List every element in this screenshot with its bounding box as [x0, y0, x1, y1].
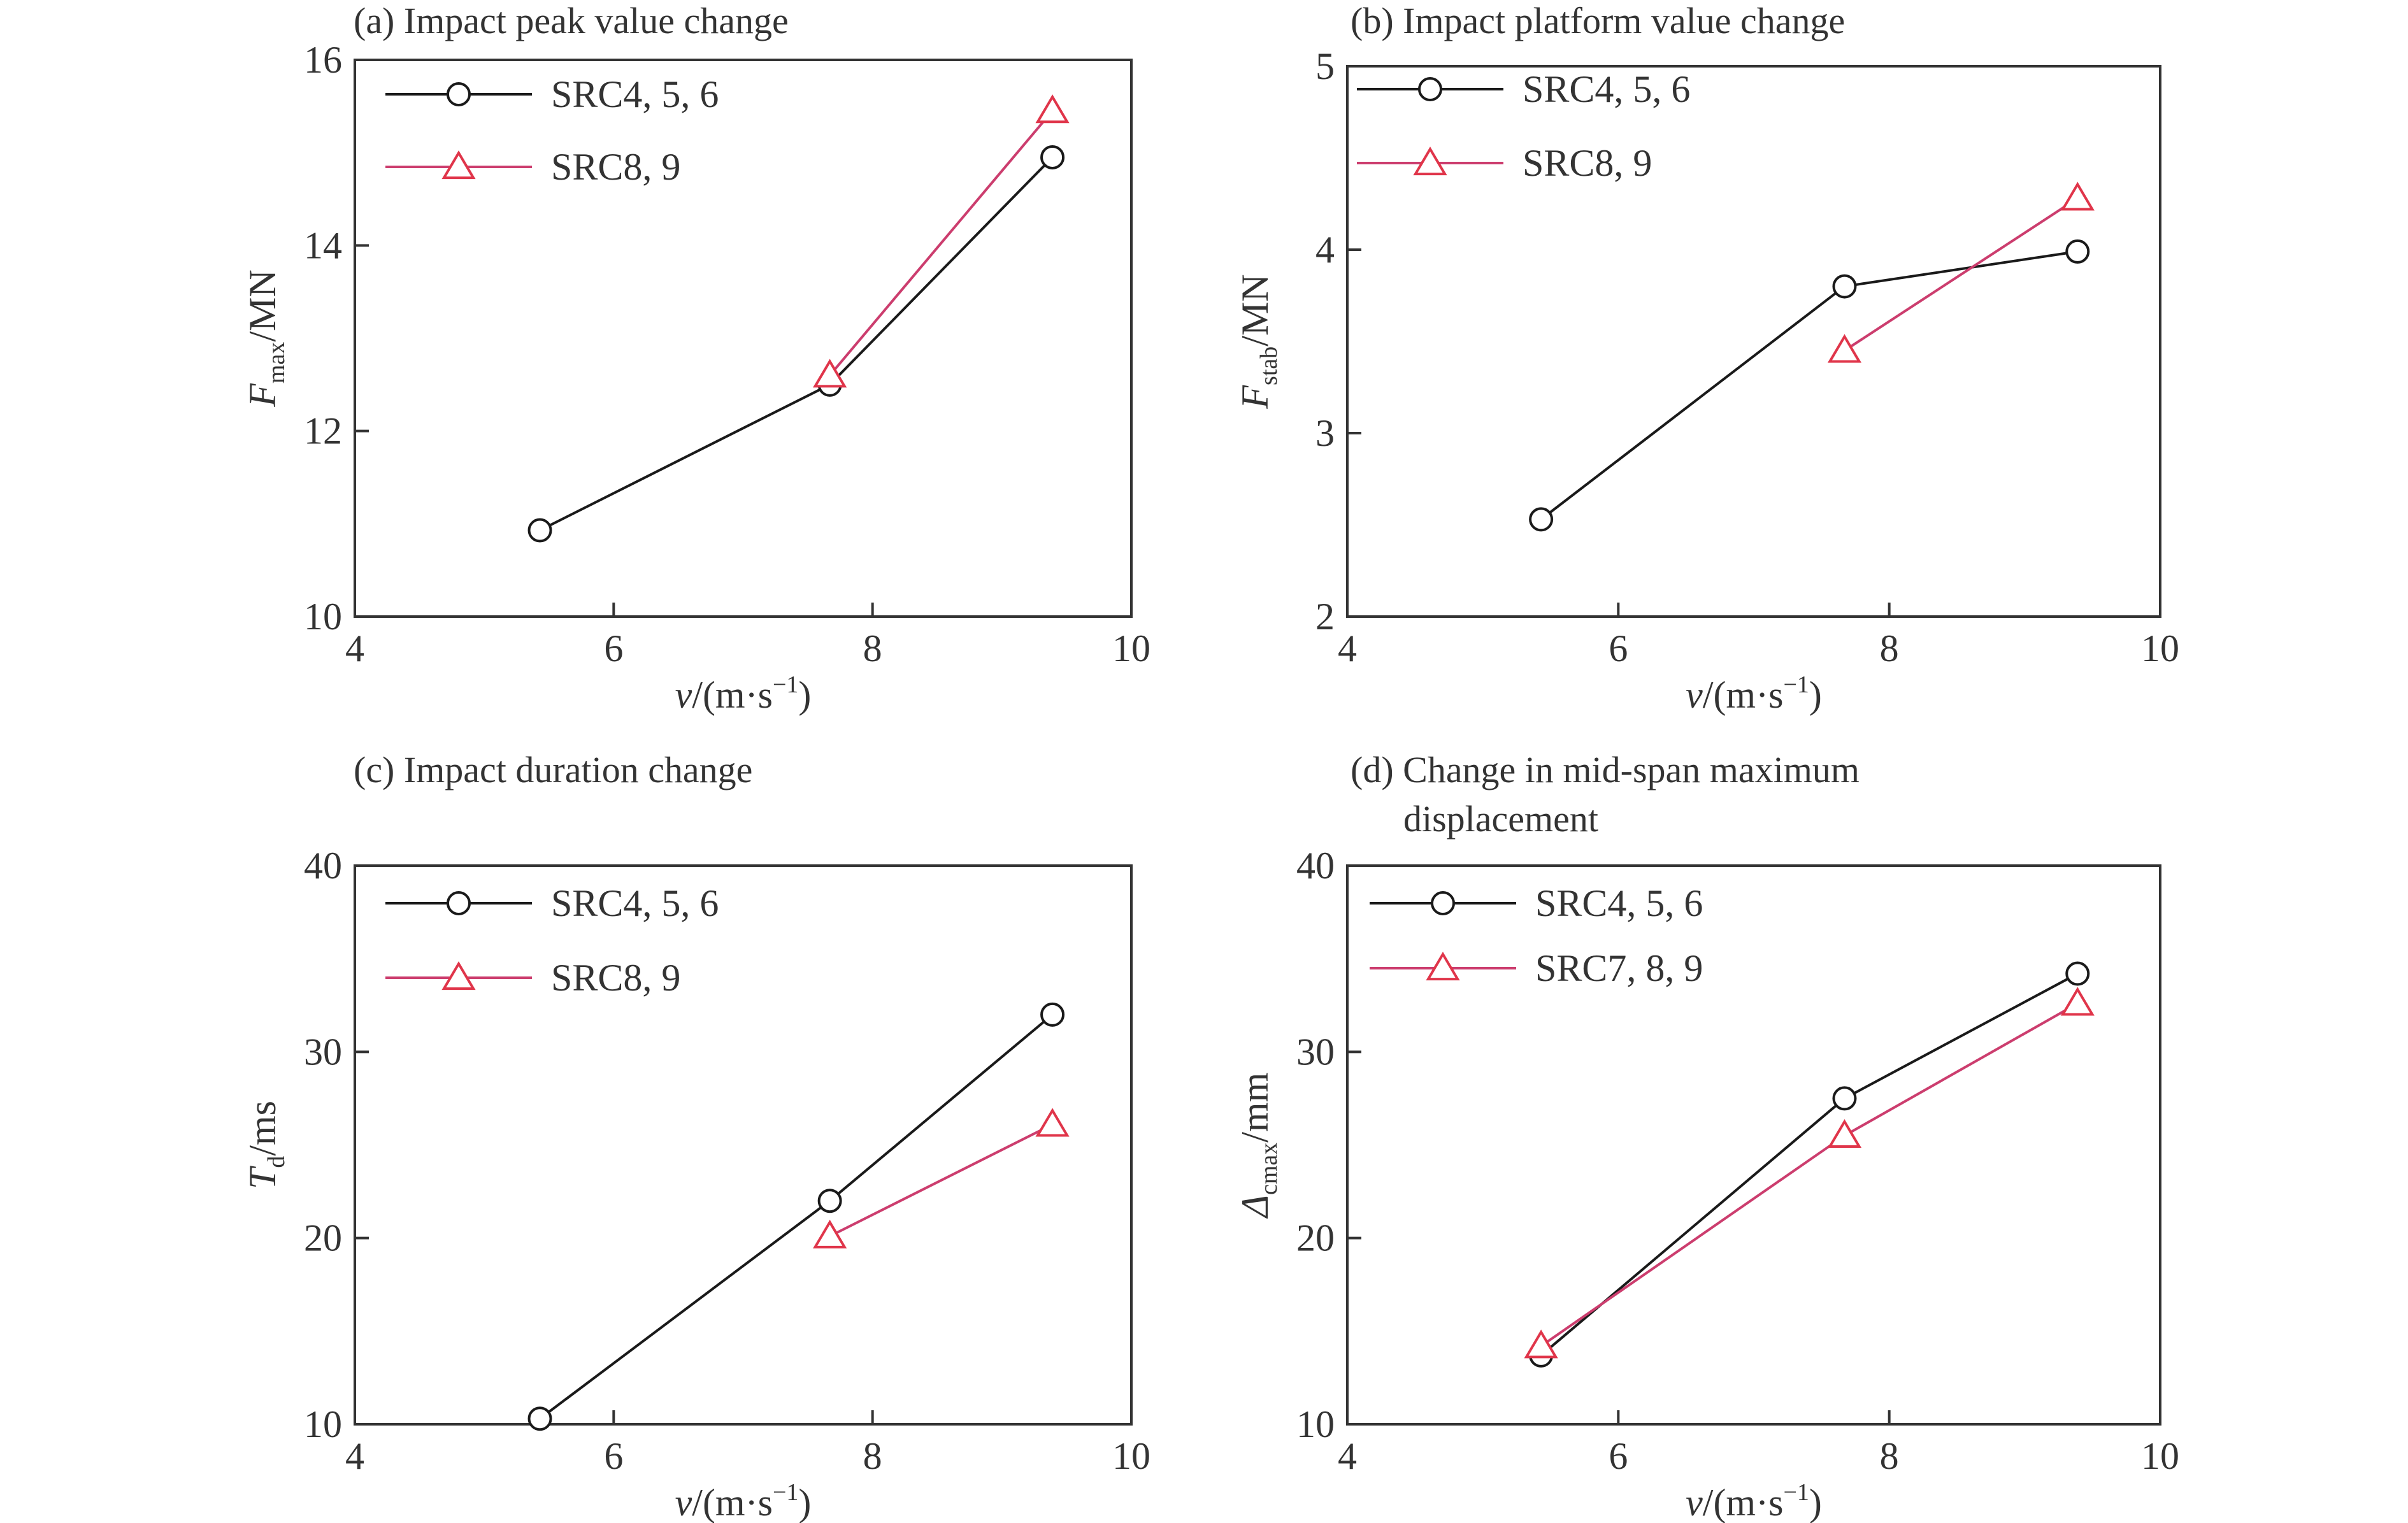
y-tick-label: 10: [304, 596, 342, 638]
chart-title: (c) Impact duration change: [354, 749, 752, 790]
x-tick-label: 10: [2141, 627, 2179, 669]
legend-label: SRC4, 5, 6: [551, 882, 719, 924]
legend-marker: [447, 891, 471, 915]
legend-marker: [447, 82, 471, 106]
legend-label: SRC8, 9: [1523, 142, 1652, 184]
data-point-1: [2065, 239, 2090, 264]
data-point-1: [1832, 1086, 1857, 1111]
chart-title: (d) Change in mid-span maximum: [1351, 749, 1860, 790]
x-tick-label: 8: [1880, 1435, 1899, 1477]
data-point-2: [1827, 1119, 1862, 1148]
x-tick-label: 6: [1609, 1435, 1628, 1477]
legend-marker: [1431, 891, 1455, 915]
legend-label: SRC4, 5, 6: [1523, 68, 1690, 110]
data-point-1: [1040, 145, 1065, 169]
data-point-2: [2060, 987, 2095, 1016]
data-point-1: [1832, 274, 1857, 299]
data-point-2: [1827, 334, 1862, 363]
plot-frame: [354, 864, 1133, 1426]
series-line-2: [829, 110, 1054, 376]
chart-panel-b: (b) Impact platform value change 4 6 8 10 2 3 4…: [1234, 0, 2179, 716]
y-axis-label: Fmax/MN: [241, 269, 290, 407]
y-tick-label: 30: [1296, 1031, 1335, 1073]
y-axis-label: Fstab/MN: [1234, 274, 1282, 409]
x-tick-label: 10: [1112, 627, 1150, 669]
plot-frame: [1346, 65, 2161, 618]
x-tick-label: 4: [345, 1435, 364, 1477]
series-line-2: [829, 1123, 1053, 1238]
y-tick-label: 30: [304, 1031, 342, 1073]
chart-title: (a) Impact peak value change: [354, 0, 789, 41]
data-point-1: [1529, 507, 1554, 532]
x-axis-label: v/(m·s−1): [1686, 1479, 1822, 1523]
legend-label: SRC4, 5, 6: [551, 73, 719, 115]
x-tick-label: 8: [1880, 627, 1899, 669]
y-tick-label: 4: [1315, 229, 1335, 271]
data-point-1: [1040, 1002, 1065, 1027]
data-point-2: [1035, 1108, 1070, 1137]
chart-panel-a: (a) Impact peak value change 4 6 8 10 10 12 14 1…: [241, 0, 1150, 716]
x-axis-label: v/(m·s−1): [675, 1479, 812, 1523]
plot-frame: [1346, 864, 2161, 1426]
x-tick-label: 4: [1338, 1435, 1357, 1477]
x-axis-label: v/(m·s−1): [675, 671, 812, 716]
series-line-2: [1844, 197, 2079, 352]
plot-frame: [354, 59, 1133, 618]
x-tick-label: 4: [345, 627, 364, 669]
x-tick-label: 8: [863, 627, 882, 669]
data-point-1: [527, 518, 552, 543]
x-tick-label: 10: [1112, 1435, 1150, 1477]
y-axis-label: Δcmax/mm: [1234, 1073, 1282, 1219]
data-point-1: [2065, 961, 2090, 986]
y-tick-label: 5: [1315, 45, 1335, 87]
x-tick-label: 4: [1338, 627, 1357, 669]
y-tick-label: 20: [304, 1217, 342, 1259]
legend-label: SRC7, 8, 9: [1535, 947, 1703, 989]
legend-label: SRC4, 5, 6: [1535, 882, 1703, 924]
y-tick-label: 16: [304, 39, 342, 81]
chart-title: (b) Impact platform value change: [1351, 0, 1845, 41]
legend-label: SRC8, 9: [551, 957, 680, 999]
data-point-2: [2060, 182, 2095, 211]
y-tick-label: 12: [304, 410, 342, 452]
y-tick-label: 2: [1315, 596, 1335, 638]
x-tick-label: 8: [863, 1435, 882, 1477]
data-point-2: [813, 1219, 847, 1248]
y-axis-label: Td/ms: [241, 1101, 290, 1189]
y-tick-label: 10: [1296, 1403, 1335, 1445]
legend-label: SRC8, 9: [551, 146, 680, 188]
chart-panel-d: (d) Change in mid-span maximum displaceme…: [1234, 749, 2179, 1523]
legend-marker: [1418, 77, 1442, 101]
y-tick-label: 20: [1296, 1217, 1335, 1259]
y-tick-label: 40: [304, 845, 342, 887]
legend-marker: [1413, 147, 1447, 176]
data-point-2: [1524, 1329, 1558, 1359]
series-line-1: [1540, 250, 2078, 520]
chart-title-line2: displacement: [1403, 798, 1598, 840]
data-point-1: [527, 1406, 552, 1431]
x-tick-label: 6: [604, 1435, 623, 1477]
legend-marker: [441, 150, 476, 180]
data-point-2: [813, 359, 847, 388]
x-axis-label: v/(m·s−1): [1686, 671, 1822, 716]
series-line-2: [1540, 1002, 2079, 1347]
series-line-1: [1540, 972, 2079, 1357]
legend-marker: [1426, 952, 1460, 981]
data-point-2: [1035, 94, 1070, 124]
x-tick-label: 6: [1609, 627, 1628, 669]
x-tick-label: 10: [2141, 1435, 2179, 1477]
y-tick-label: 14: [304, 224, 342, 266]
chart-panel-c: (c) Impact duration change 4 6 8 10 10 20 30 40 v…: [241, 749, 1150, 1523]
y-tick-label: 3: [1315, 412, 1335, 454]
series-line-1: [539, 156, 1054, 532]
y-tick-label: 40: [1296, 845, 1335, 887]
y-tick-label: 10: [304, 1403, 342, 1445]
x-tick-label: 6: [604, 627, 623, 669]
data-point-1: [817, 1189, 842, 1213]
legend-marker: [441, 961, 476, 990]
series-line-1: [539, 1013, 1054, 1420]
